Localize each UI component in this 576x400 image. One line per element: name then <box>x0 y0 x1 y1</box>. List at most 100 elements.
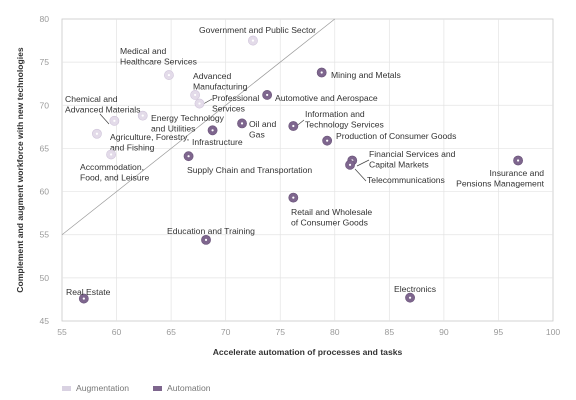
point-label-line: Education and Training <box>167 226 255 236</box>
point-center-oil-and-gas <box>240 122 244 125</box>
point-center-automotive-and-aerospace <box>266 93 269 97</box>
x-tick-label: 75 <box>275 327 285 337</box>
point-label-medical-and-healthcare-services: Medical and Healthcare Services <box>120 46 197 67</box>
point-label-line: Capital Markets <box>369 160 429 170</box>
x-tick-label: 100 <box>546 327 561 337</box>
y-tick-label: 45 <box>39 316 49 326</box>
point-label-line: Pensions Management <box>456 179 545 189</box>
point-label-line: Telecommunications <box>367 175 445 185</box>
point-center-insurance-and-pensions-management <box>516 159 520 162</box>
point-label-line: and Utilities <box>151 124 195 134</box>
leader-line-chemical-and-advanced-materials <box>99 113 110 125</box>
point-label-electronics: Electronics <box>394 284 436 294</box>
x-axis-title: Accelerate automation of processes and t… <box>213 347 403 357</box>
point-label-energy-technology-and-utilities: Energy Technology and Utilities <box>151 113 225 134</box>
point-label-line: Accommodation, <box>80 162 144 172</box>
point-label-supply-chain-and-transportation: Supply Chain and Transportation <box>187 165 312 175</box>
point-label-education-and-training: Education and Training <box>167 226 255 236</box>
point-label-oil-and-gas: Oil and Gas <box>249 119 276 140</box>
point-label-line: Government and Public Sector <box>199 25 316 35</box>
point-label-line: Agriculture, Forestry, <box>110 132 189 142</box>
x-tick-label: 80 <box>330 327 340 337</box>
point-label-line: Chemical and <box>65 94 118 104</box>
point-label-line: Mining and Metals <box>331 70 401 80</box>
point-label-line: Professional <box>212 93 259 103</box>
legend-label-automation: Automation <box>167 383 211 393</box>
point-center-infrastructure <box>211 129 214 132</box>
point-label-production-of-consumer-goods: Production of Consumer Goods <box>336 131 456 141</box>
point-center-electronics <box>408 296 412 299</box>
point-center-professional-services <box>198 102 201 105</box>
point-label-information-and-technology-services: Information and Technology Services <box>305 109 384 130</box>
point-label-line: Retail and Wholesale <box>291 207 372 217</box>
point-label-line: Food, and Leisure <box>80 173 149 183</box>
point-label-line: Electronics <box>394 284 436 294</box>
point-label-line: Supply Chain and Transportation <box>187 165 312 175</box>
point-label-line: Healthcare Services <box>120 57 197 67</box>
legend-swatch-augmentation <box>62 385 71 391</box>
x-tick-label: 70 <box>221 327 231 337</box>
y-axis-title: Complement and augment workforce with ne… <box>15 47 25 293</box>
point-label-line: Services <box>212 104 245 114</box>
y-tick-label: 55 <box>39 230 49 240</box>
point-label-line: Energy Technology <box>151 113 225 123</box>
y-tick-label: 75 <box>39 57 49 67</box>
y-tick-label: 80 <box>39 14 49 24</box>
legend: Augmentation Automation <box>62 383 235 393</box>
leader-line-financial-services-and-capital-markets <box>356 159 370 167</box>
x-tick-label: 95 <box>494 327 504 337</box>
point-center-production-of-consumer-goods <box>326 139 329 142</box>
point-center-supply-chain-and-transportation <box>187 155 190 158</box>
point-center-chemical-and-advanced-materials <box>113 119 116 122</box>
x-tick-label: 85 <box>385 327 395 337</box>
point-label-line: Medical and <box>120 46 167 56</box>
point-label-professional-services: Professional Services <box>212 93 259 114</box>
point-label-line: Financial Services and <box>369 149 456 159</box>
point-center-mining-and-metals <box>320 71 323 74</box>
point-label-automotive-and-aerospace: Automotive and Aerospace <box>275 93 378 103</box>
point-label-financial-services-and-capital-markets: Financial Services and Capital Markets <box>369 149 456 170</box>
y-tick-label: 60 <box>39 187 49 197</box>
point-center-energy-technology-and-utilities <box>141 114 144 117</box>
point-label-line: of Consumer Goods <box>291 218 368 228</box>
point-center-real-estate <box>82 297 85 300</box>
point-center-telecommunications <box>348 163 352 166</box>
point-label-line: Infrastructure <box>192 137 243 147</box>
x-tick-label: 60 <box>112 327 122 337</box>
point-center-medical-and-healthcare-services <box>167 73 171 77</box>
point-center-advanced-manufacturing <box>194 93 197 97</box>
point-label-telecommunications: Telecommunications <box>367 175 445 185</box>
point-label-line: Real Estate <box>66 287 111 297</box>
point-label-line: Automotive and Aerospace <box>275 93 378 103</box>
legend-item-automation: Automation <box>153 383 211 393</box>
point-label-chemical-and-advanced-materials: Chemical and Advanced Materials <box>65 94 140 115</box>
point-label-line: Production of Consumer Goods <box>336 131 456 141</box>
plot-frame <box>61 18 554 322</box>
point-label-retail-and-wholesale-of-consumer-goods: Retail and Wholesale of Consumer Goods <box>291 207 372 228</box>
point-label-line: Advanced Materials <box>65 105 140 115</box>
point-label-infrastructure: Infrastructure <box>192 137 243 147</box>
point-center-agriculture-forestry-and-fishing <box>95 132 99 135</box>
point-label-line: Gas <box>249 130 265 140</box>
x-tick-label: 55 <box>57 327 67 337</box>
point-label-line: Manufacturing <box>193 82 248 92</box>
point-label-government-and-public-sector: Government and Public Sector <box>199 25 316 35</box>
x-tick-label: 90 <box>439 327 449 337</box>
point-center-accommodation-food-and-leisure <box>110 153 113 156</box>
point-label-agriculture-forestry-and-fishing: Agriculture, Forestry, and Fishing <box>110 132 189 153</box>
point-center-information-and-technology-services <box>292 124 295 128</box>
point-label-accommodation-food-and-leisure: Accommodation, Food, and Leisure <box>80 162 149 183</box>
y-tick-label: 70 <box>39 100 49 110</box>
legend-item-augmentation: Augmentation <box>62 383 129 393</box>
diagonal-line <box>61 18 335 235</box>
y-tick-label: 50 <box>39 273 49 283</box>
point-label-advanced-manufacturing: Advanced Manufacturing <box>193 71 248 92</box>
point-label-line: and Fishing <box>110 143 155 153</box>
legend-swatch-automation <box>153 385 163 391</box>
point-center-education-and-training <box>204 238 208 241</box>
point-center-retail-and-wholesale-of-consumer-goods <box>292 196 295 199</box>
x-tick-label: 65 <box>166 327 176 337</box>
point-label-mining-and-metals: Mining and Metals <box>331 70 401 80</box>
point-label-insurance-and-pensions-management: Insurance and Pensions Management <box>456 168 545 189</box>
